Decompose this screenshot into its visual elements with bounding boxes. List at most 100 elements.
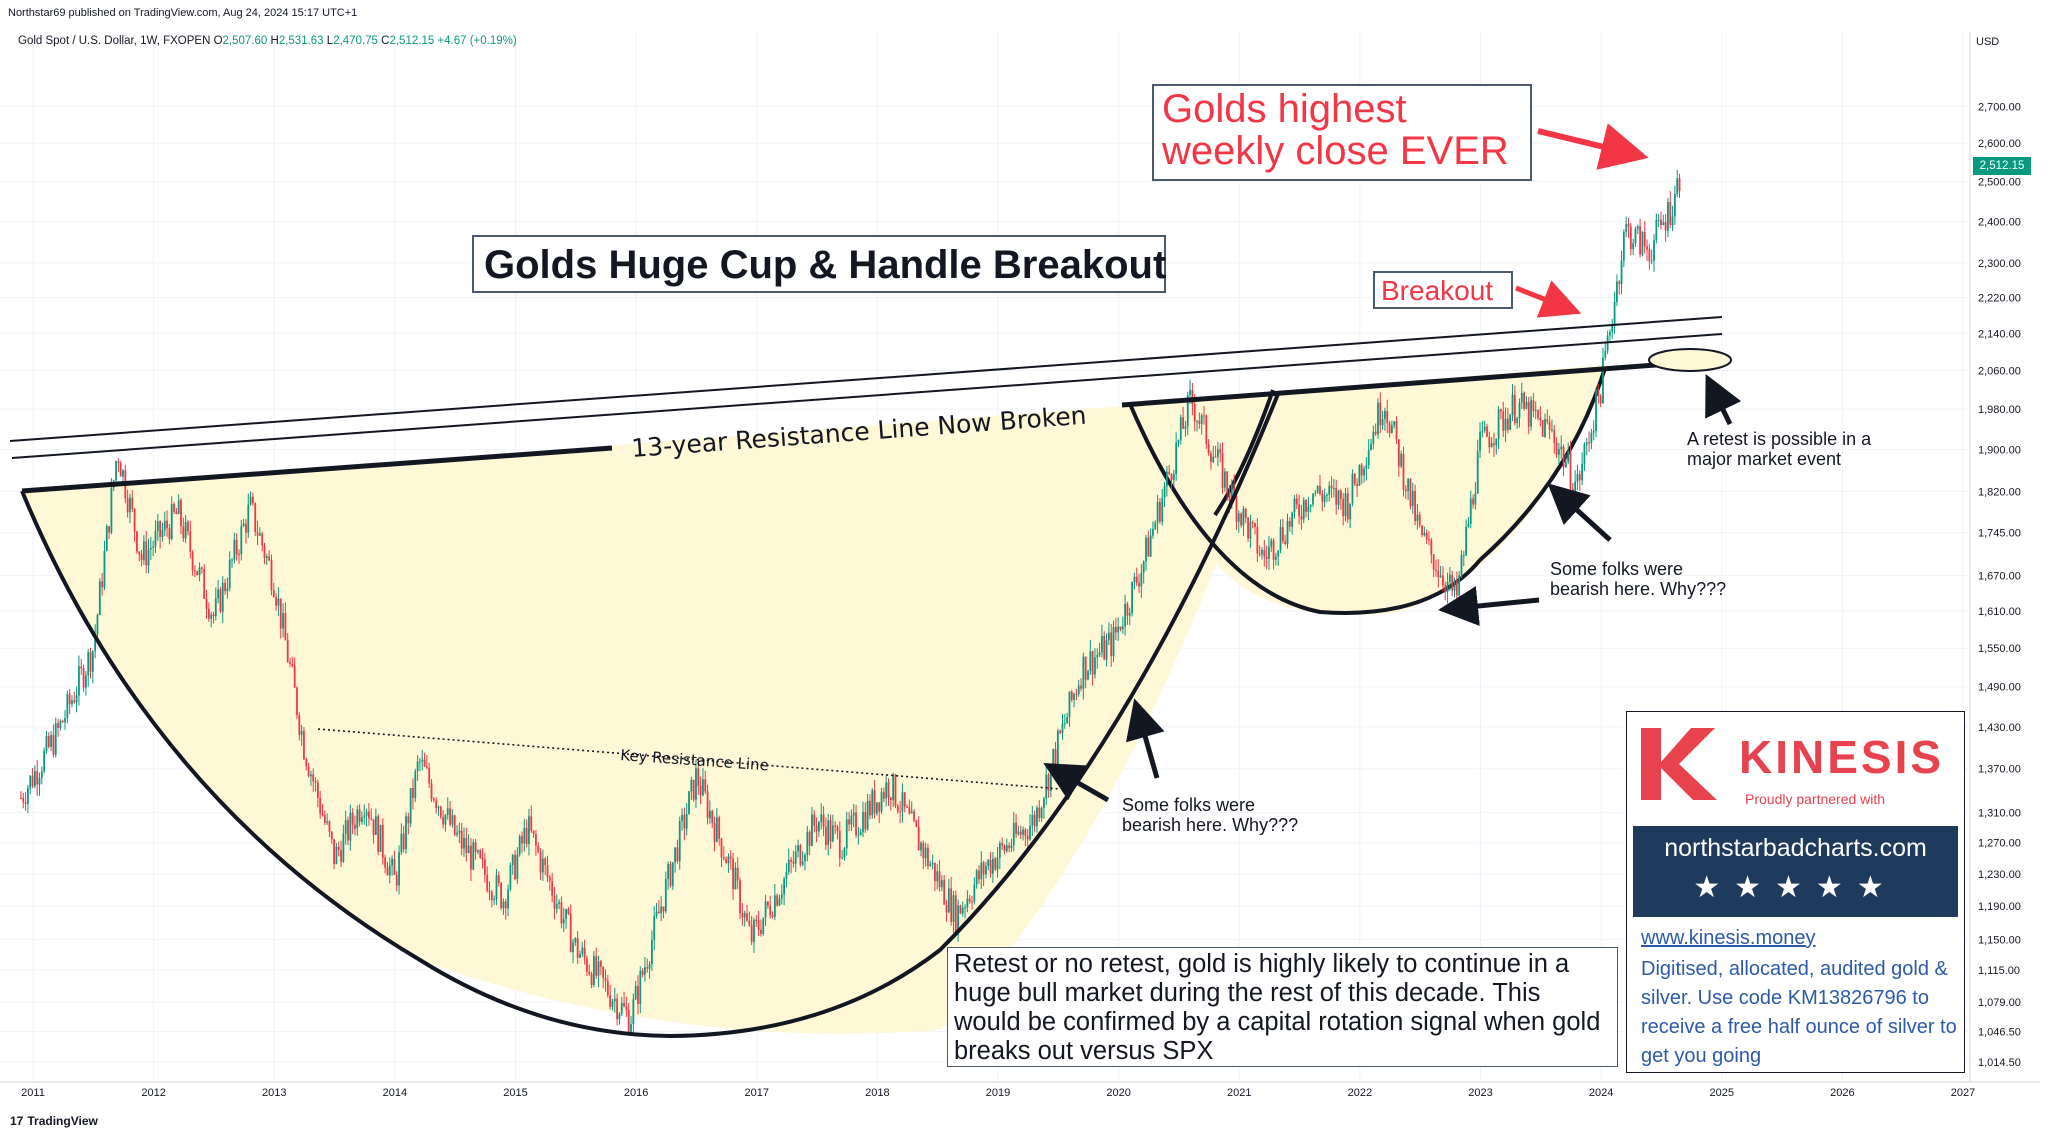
resistance-line-upper-1 bbox=[9, 316, 1723, 442]
candle-body bbox=[806, 831, 809, 856]
candle-body bbox=[627, 1009, 630, 1034]
candle-body bbox=[1147, 537, 1150, 557]
candle-body bbox=[328, 821, 331, 832]
candle-body bbox=[173, 503, 175, 512]
candle-body bbox=[488, 890, 491, 893]
candle-body bbox=[799, 845, 802, 865]
candle-body bbox=[1096, 654, 1099, 658]
candle-body bbox=[532, 830, 535, 834]
candle-body bbox=[1149, 535, 1152, 557]
candle-body bbox=[495, 875, 498, 900]
candle-body bbox=[66, 694, 69, 719]
candle-body bbox=[361, 817, 363, 822]
candle-body bbox=[1228, 492, 1231, 502]
tradingview-logo[interactable]: 17 TradingView bbox=[10, 1114, 98, 1128]
candle-body bbox=[630, 1024, 632, 1034]
candle-body bbox=[708, 810, 711, 819]
candle-body bbox=[1230, 484, 1233, 502]
candle-body bbox=[1131, 581, 1133, 614]
currency-button[interactable]: USD bbox=[1976, 36, 2000, 48]
candle-body bbox=[1520, 392, 1523, 403]
candle-body bbox=[1082, 656, 1085, 689]
candle-body bbox=[855, 812, 857, 836]
price-tick-label: 2,700.00 bbox=[1978, 101, 2021, 113]
candle-body bbox=[1061, 723, 1064, 733]
candle-body bbox=[966, 898, 969, 908]
candle-body bbox=[583, 947, 586, 959]
northstar-badge: northstarbadcharts.com ★★★★★ bbox=[1633, 826, 1958, 917]
kinesis-brand: KINESIS bbox=[1739, 731, 1945, 783]
candle-body bbox=[300, 731, 303, 735]
candle-body bbox=[734, 867, 737, 890]
candle-body bbox=[1010, 845, 1013, 849]
candle-body bbox=[358, 809, 361, 822]
candle-body bbox=[896, 805, 899, 812]
price-tick-label: 1,190.00 bbox=[1978, 901, 2021, 913]
candle-body bbox=[196, 571, 199, 575]
candle-body bbox=[1578, 474, 1581, 481]
candle-body bbox=[1170, 474, 1173, 480]
price-tick-label: 1,115.00 bbox=[1978, 965, 2020, 977]
candle-body bbox=[862, 812, 864, 833]
candle-body bbox=[746, 913, 748, 921]
candle-body bbox=[490, 892, 493, 901]
candle-body bbox=[1168, 471, 1171, 475]
time-axis: 2011 2012 2013 2014 2015 2016 2017 2018 2019 2020… bbox=[21, 1087, 1975, 1099]
candle-body bbox=[1518, 402, 1521, 419]
candle-body bbox=[481, 857, 484, 860]
candle-body bbox=[678, 820, 681, 862]
candle-body bbox=[558, 902, 561, 904]
candle-body bbox=[1068, 691, 1071, 718]
candle-body bbox=[1305, 499, 1307, 512]
candle-body bbox=[98, 581, 101, 615]
candle-body bbox=[1539, 417, 1542, 421]
time-tick-label: 2021 bbox=[1227, 1087, 1251, 1099]
price-tick-label: 1,430.00 bbox=[1978, 722, 2021, 734]
candle-body bbox=[1534, 409, 1537, 411]
candle-body bbox=[1024, 829, 1027, 836]
candle-body bbox=[1483, 426, 1486, 431]
candle-body bbox=[1629, 226, 1632, 250]
candle-body bbox=[149, 547, 152, 550]
candle-body bbox=[1667, 202, 1669, 231]
price-tick-label: 1,079.00 bbox=[1978, 997, 2021, 1009]
candle-body bbox=[1091, 651, 1094, 675]
candle-body bbox=[136, 531, 138, 552]
price-tick-label: 1,014.50 bbox=[1978, 1057, 2021, 1069]
candle-body bbox=[1351, 473, 1354, 504]
candle-body bbox=[602, 966, 605, 979]
candle-body bbox=[1458, 575, 1461, 596]
candle-body bbox=[885, 782, 888, 799]
candle-body bbox=[681, 814, 683, 821]
candle-body bbox=[1119, 626, 1122, 630]
candle-body bbox=[1548, 421, 1551, 430]
candle-body bbox=[1592, 430, 1595, 433]
time-tick-label: 2019 bbox=[986, 1087, 1010, 1099]
candle-body bbox=[720, 838, 723, 858]
candle-body bbox=[395, 874, 398, 886]
large-cup-fill bbox=[22, 394, 1278, 1034]
candle-body bbox=[996, 857, 999, 870]
candle-body bbox=[43, 750, 46, 772]
candle-body bbox=[219, 589, 222, 612]
candle-body bbox=[1634, 228, 1637, 244]
candle-body bbox=[1388, 423, 1391, 433]
candle-body bbox=[1497, 409, 1500, 439]
candle-body bbox=[1416, 514, 1419, 522]
candle-body bbox=[89, 652, 92, 672]
candle-body bbox=[1293, 498, 1296, 513]
candle-body bbox=[1344, 493, 1347, 517]
candle-body bbox=[1523, 392, 1526, 409]
candle-body bbox=[586, 958, 588, 972]
kinesis-link[interactable]: www.kinesis.money bbox=[1641, 927, 1816, 949]
time-tick-label: 2012 bbox=[141, 1087, 165, 1099]
candle-body bbox=[1346, 493, 1349, 520]
candle-body bbox=[442, 816, 445, 825]
candle-body bbox=[240, 526, 243, 555]
candle-body bbox=[834, 825, 837, 827]
candle-body bbox=[129, 497, 131, 513]
candle-body bbox=[980, 862, 983, 880]
candle-body bbox=[1546, 419, 1549, 422]
candle-body bbox=[191, 551, 194, 571]
candle-body bbox=[660, 906, 663, 914]
